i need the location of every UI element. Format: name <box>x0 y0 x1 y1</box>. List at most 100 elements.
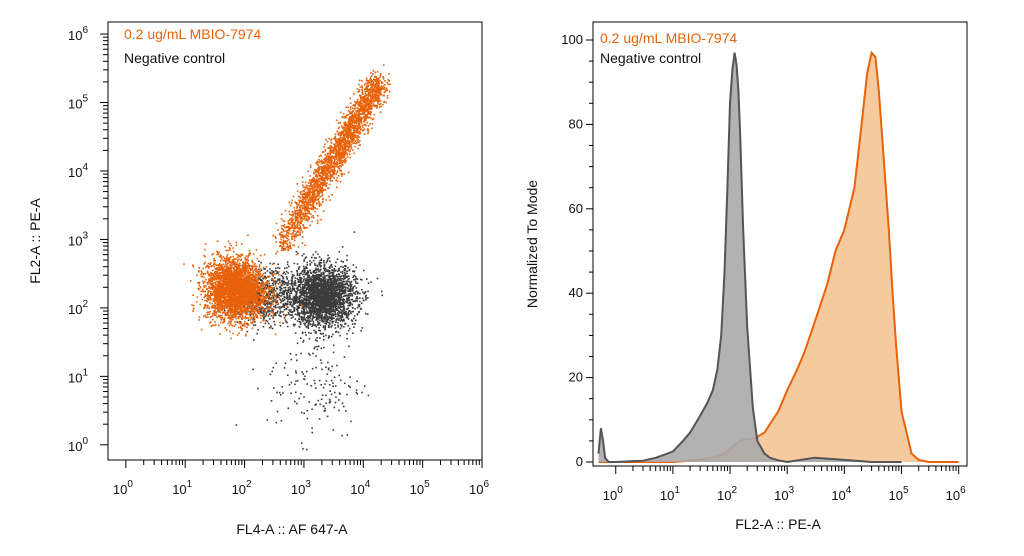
event-dot <box>304 312 307 315</box>
event-dot <box>313 296 316 298</box>
event-dot <box>227 303 229 306</box>
event-dot <box>316 345 318 348</box>
event-dot <box>343 265 346 267</box>
event-dot <box>284 302 287 305</box>
event-dot <box>337 319 340 321</box>
event-dot <box>312 271 314 274</box>
event-dot <box>308 322 310 324</box>
event-dot <box>322 299 324 302</box>
event-dot <box>328 335 330 337</box>
event-dot <box>273 280 275 282</box>
event-dot <box>364 385 366 387</box>
event-dot <box>192 310 194 312</box>
event-dot <box>345 282 347 285</box>
event-dot <box>269 310 272 312</box>
event-dot <box>331 281 334 284</box>
event-dot <box>211 306 214 308</box>
event-dot <box>287 280 290 282</box>
event-dot <box>320 272 322 274</box>
event-dot <box>293 288 295 291</box>
event-dot <box>268 318 271 320</box>
event-dot <box>331 290 334 292</box>
event-dot <box>289 298 291 300</box>
event-dot <box>296 270 298 273</box>
event-dot <box>329 311 332 314</box>
event-dot <box>249 286 251 289</box>
event-dot <box>324 305 327 307</box>
event-dot <box>258 311 260 313</box>
event-dot <box>327 312 330 315</box>
event-dot <box>267 303 269 306</box>
event-dot <box>339 379 342 382</box>
event-dot <box>272 284 274 286</box>
event-dot <box>306 261 308 264</box>
event-dot <box>329 401 332 403</box>
event-dot <box>300 316 303 319</box>
event-dot <box>334 324 336 326</box>
event-dot <box>347 315 349 317</box>
event-dot <box>308 316 311 319</box>
event-dot <box>352 290 354 292</box>
event-dot <box>258 268 260 271</box>
event-dot <box>336 317 339 320</box>
event-dot <box>339 393 341 395</box>
event-dot <box>308 286 310 288</box>
event-dot <box>311 256 313 259</box>
event-dot <box>286 303 289 306</box>
event-dot <box>314 324 317 326</box>
event-dot <box>309 323 312 325</box>
event-dot <box>293 299 295 301</box>
event-dot <box>338 278 340 280</box>
event-dot <box>313 298 315 300</box>
event-dot <box>312 313 315 315</box>
event-dot <box>256 293 259 296</box>
event-dot <box>320 278 323 281</box>
event-dot <box>311 325 313 328</box>
event-dot <box>333 276 335 278</box>
event-dot <box>227 305 229 307</box>
event-dot <box>337 285 339 288</box>
event-dot <box>355 287 358 289</box>
event-dot <box>304 322 307 325</box>
event-dot <box>325 316 328 319</box>
event-dot <box>291 314 294 316</box>
event-dot <box>314 297 316 299</box>
event-dot <box>291 286 294 288</box>
event-dot <box>314 282 316 284</box>
event-dot <box>277 302 279 304</box>
event-dot <box>263 300 266 303</box>
event-dot <box>259 304 262 306</box>
event-dot <box>273 314 275 316</box>
event-dot <box>321 280 324 283</box>
event-dot <box>304 278 306 280</box>
event-dot <box>203 315 205 318</box>
event-dot <box>269 290 272 293</box>
event-dot <box>240 327 242 329</box>
event-dot <box>335 288 337 290</box>
event-dot <box>310 285 313 287</box>
event-dot <box>303 396 305 398</box>
event-dot <box>321 318 323 321</box>
event-dot <box>279 281 281 284</box>
event-dot <box>297 252 299 255</box>
event-dot <box>314 302 316 305</box>
event-dot <box>317 278 320 281</box>
event-dot <box>348 289 351 291</box>
event-dot <box>285 303 288 306</box>
event-dot <box>329 305 331 308</box>
event-dot <box>285 320 287 323</box>
event-dot <box>338 296 340 298</box>
event-dot <box>347 312 350 314</box>
event-dot <box>300 279 302 281</box>
event-dot <box>309 303 312 306</box>
event-dot <box>315 276 317 278</box>
event-dot <box>345 300 347 303</box>
event-dot <box>233 294 236 297</box>
event-dot <box>275 421 278 424</box>
event-dot <box>301 317 303 320</box>
event-dot <box>322 386 325 389</box>
event-dot <box>219 321 222 324</box>
event-dot <box>338 392 341 394</box>
event-dot <box>290 311 292 313</box>
event-dot <box>346 270 349 273</box>
